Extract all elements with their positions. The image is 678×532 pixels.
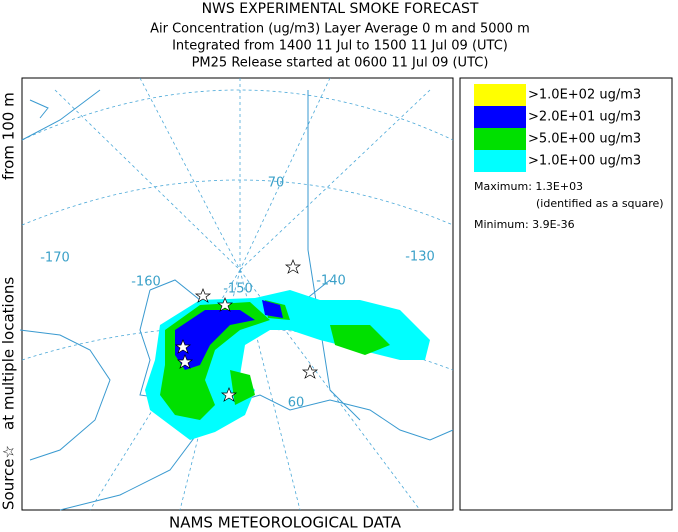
maximum: Maximum: 1.3E+03 xyxy=(474,180,583,193)
legend-label: >1.0E+02 ug/m3 xyxy=(528,88,641,103)
legend-label: >2.0E+01 ug/m3 xyxy=(528,110,641,125)
longitude-label: -130 xyxy=(405,250,435,265)
map: -170 -160 -150 -140 -130 70 60 xyxy=(19,77,454,511)
longitude-label: -170 xyxy=(40,251,70,266)
side-label: Source☆ at multiple locations from 100 m xyxy=(0,92,18,510)
latitude-label: 70 xyxy=(268,176,285,191)
map-frame xyxy=(21,77,454,511)
legend-swatch xyxy=(474,128,526,150)
legend-swatch xyxy=(474,106,526,128)
title: NWS EXPERIMENTAL SMOKE FORECAST xyxy=(202,1,479,17)
legend-swatch xyxy=(474,84,526,106)
subtitle: Air Concentration (ug/m3) Layer Average … xyxy=(150,22,530,37)
from-label: from 100 m xyxy=(0,92,18,180)
legend-label: >1.0E+00 ug/m3 xyxy=(528,154,641,169)
minimum: Minimum: 3.9E-36 xyxy=(474,218,575,231)
subtitle: Integrated from 1400 11 Jul to 1500 11 J… xyxy=(172,39,508,54)
legend-frame xyxy=(459,77,673,511)
locations-label: at multiple locations xyxy=(0,277,18,430)
longitude-label: -150 xyxy=(223,282,253,297)
longitude-label: -160 xyxy=(131,275,161,290)
maximum-note: (identified as a square) xyxy=(536,197,664,210)
footer: NAMS METEOROLOGICAL DATA xyxy=(169,514,402,532)
latitude-label: 60 xyxy=(288,396,305,411)
source-label: Source☆ xyxy=(0,445,18,510)
legend: >1.0E+02 ug/m3 >2.0E+01 ug/m3 >5.0E+00 ug/… xyxy=(474,84,641,172)
plume-level-3 xyxy=(175,300,283,370)
legend-label: >5.0E+00 ug/m3 xyxy=(528,132,641,147)
subtitle: PM25 Release started at 0600 11 Jul 09 (… xyxy=(192,56,489,71)
legend-swatch xyxy=(474,150,526,172)
longitude-label: -140 xyxy=(316,274,346,289)
source-stars xyxy=(174,259,319,402)
